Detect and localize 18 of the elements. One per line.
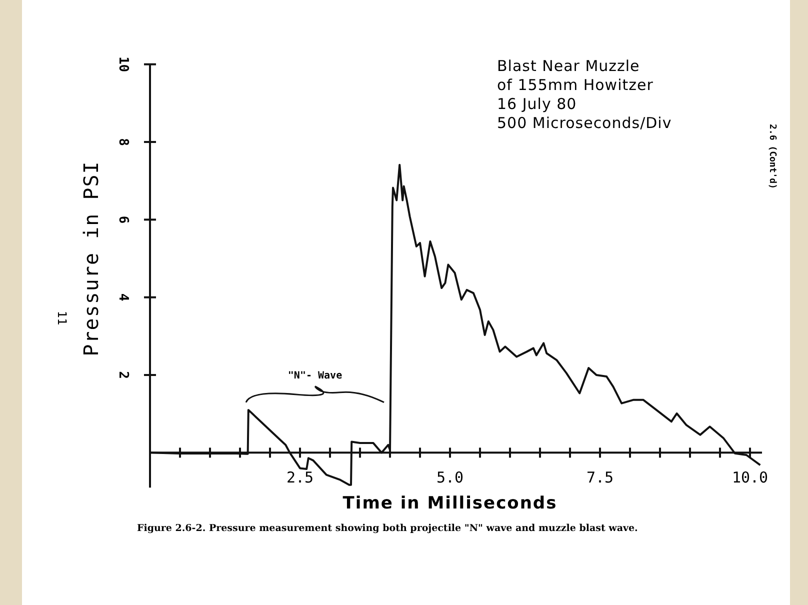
- text: 2.6 (Cont'd): [767, 124, 777, 190]
- y-tick-label: 8: [116, 138, 130, 146]
- y-tick-label: 10: [116, 56, 130, 72]
- x-axis-title: Time in Milliseconds: [342, 494, 558, 514]
- caption: Figure 2.6-2. Pressure measurement showing both projectile "N" wave and muzzle blast wave.: [137, 523, 638, 534]
- text: 16 July 80: [497, 95, 577, 113]
- x-tick-label: 2.5: [286, 468, 314, 487]
- chart-title: Blast Near Muzzle of 155mm Howitzer: [497, 57, 654, 94]
- y-tick-label: 2: [116, 371, 130, 379]
- y-tick-label: 6: [116, 216, 130, 224]
- annotation: "N"- Wave: [288, 370, 342, 382]
- text: 11: [55, 310, 69, 326]
- y-axis-title: Pressure in PSI: [79, 160, 103, 356]
- x-tick-label: 10.0: [732, 468, 768, 487]
- x-tick-label: 5.0: [436, 468, 464, 487]
- annotation: 500 Microseconds/Div: [497, 114, 672, 132]
- y-tick-label: 4: [116, 293, 130, 302]
- x-tick-label: 7.5: [586, 468, 614, 487]
